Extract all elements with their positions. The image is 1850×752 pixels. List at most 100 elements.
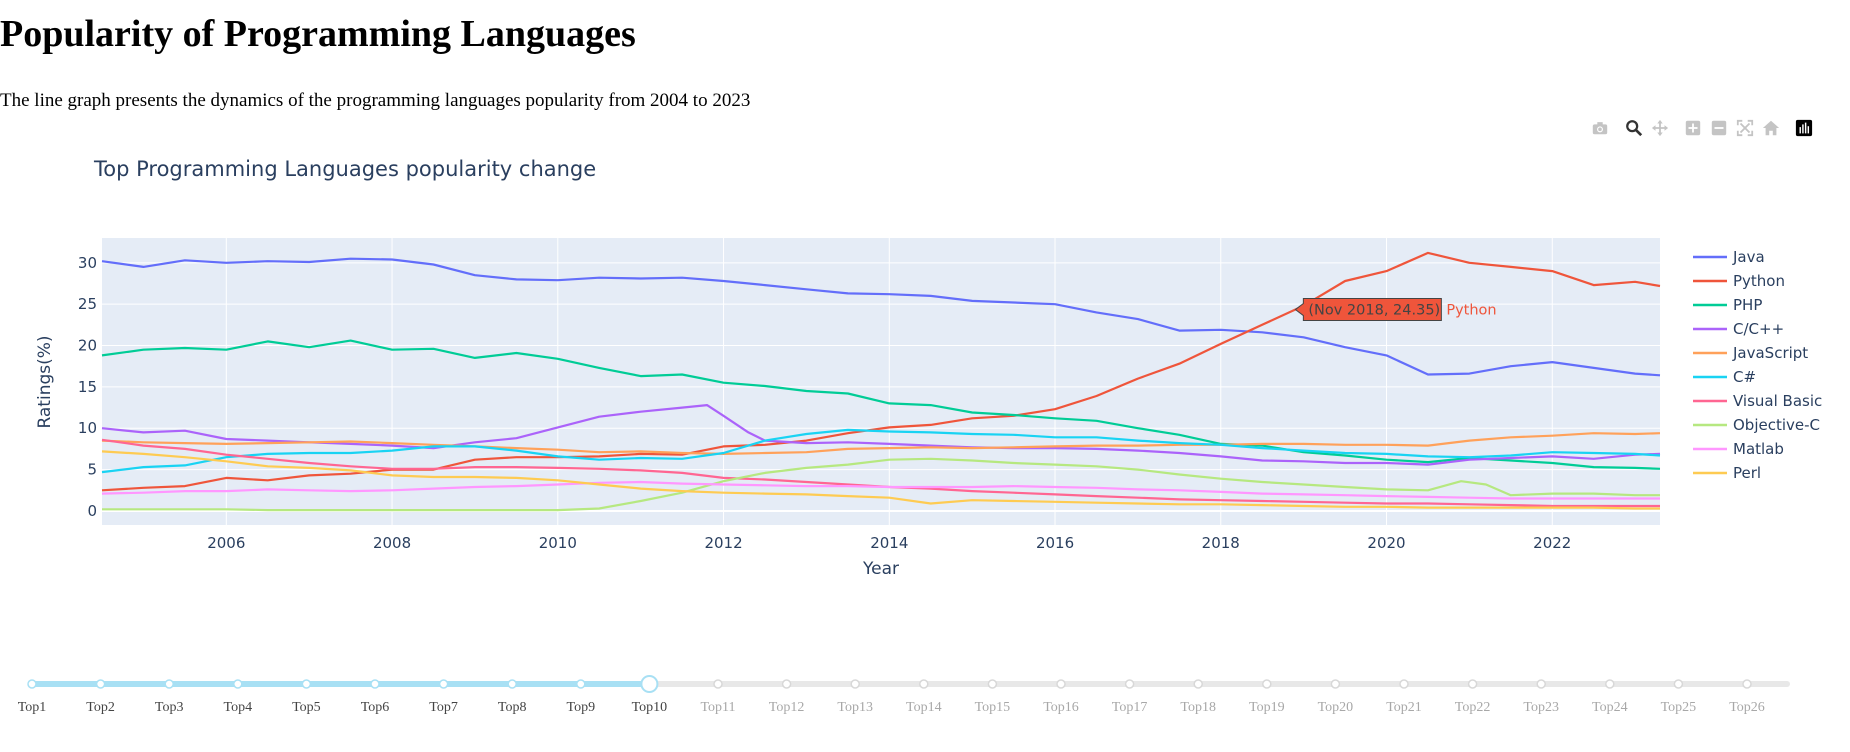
slider-step-label[interactable]: Top10 [632, 700, 668, 715]
slider-step-label[interactable]: Top15 [975, 700, 1011, 715]
slider-step-dot[interactable] [1399, 679, 1409, 689]
series-line-java[interactable] [101, 257, 1661, 377]
slider-step-label[interactable]: Top20 [1318, 700, 1354, 715]
legend-item[interactable]: Perl [1693, 464, 1761, 482]
legend-item[interactable]: Visual Basic [1693, 392, 1822, 410]
slider-step-dot[interactable] [438, 679, 449, 689]
slider-step-label[interactable]: Top13 [837, 700, 873, 715]
slider-step-dot[interactable] [27, 679, 37, 689]
slider-step-label[interactable]: Top4 [224, 700, 253, 715]
slider-step-label[interactable]: Top16 [1043, 700, 1079, 715]
legend-item[interactable]: C# [1693, 368, 1756, 386]
legend-label: Perl [1733, 464, 1761, 482]
pan-icon[interactable] [1648, 116, 1672, 140]
slider-step-label[interactable]: Top6 [361, 700, 390, 715]
x-tick-label: 2014 [870, 534, 908, 552]
legend-item[interactable]: JavaScript [1693, 344, 1808, 362]
series-line-perl[interactable] [101, 450, 1660, 510]
slider-step-label[interactable]: Top1 [18, 700, 47, 715]
slider-step-label[interactable]: Top26 [1729, 700, 1765, 715]
slider-step-label[interactable]: Top2 [86, 700, 115, 715]
x-tick-label: 2020 [1367, 534, 1405, 552]
series-line-javascript[interactable] [101, 432, 1661, 455]
slider-step-dot[interactable] [1330, 679, 1341, 689]
slider-step-label[interactable]: Top14 [906, 700, 942, 715]
hover-text: (Nov 2018, 24.35) [1308, 303, 1440, 319]
x-tick-label: 2016 [1036, 534, 1074, 552]
slider-step-dot[interactable] [850, 679, 860, 689]
legend: Java Python PHP C/C++ JavaScript C# Visual Bas… [1693, 248, 1822, 482]
plotly-logo-icon[interactable] [1792, 116, 1816, 140]
slider-step-dot[interactable] [576, 679, 586, 689]
slider-step-dot[interactable] [1536, 679, 1546, 689]
slider-step-label[interactable]: Top3 [155, 700, 184, 715]
slider-step-dot[interactable] [507, 679, 517, 689]
slider-step-label[interactable]: Top18 [1180, 700, 1216, 715]
slider-steps: Top1 Top2 Top3 Top4 Top5 Top6 Top7 Top8 Top9 Top1… [18, 675, 1765, 715]
slider-step-dot[interactable] [233, 679, 243, 689]
slider-step-dot[interactable] [1056, 679, 1066, 689]
slider-step-label[interactable]: Top24 [1592, 700, 1628, 715]
slider-step-label[interactable]: Top5 [292, 700, 321, 715]
slider-step-label[interactable]: Top9 [567, 700, 596, 715]
legend-item[interactable]: Matlab [1693, 440, 1784, 458]
page-description: The line graph presents the dynamics of … [0, 90, 751, 111]
slider-step-label[interactable]: Top21 [1386, 700, 1422, 715]
series-line-matlab[interactable] [101, 480, 1660, 500]
slider-step-label[interactable]: Top22 [1455, 700, 1491, 715]
slider-step-label[interactable]: Top19 [1249, 700, 1285, 715]
slider-step-dot[interactable] [987, 679, 998, 689]
slider-step-dot[interactable] [1124, 679, 1135, 689]
zoom-icon[interactable] [1622, 116, 1646, 140]
chart-title: Top Programming Languages popularity cha… [93, 157, 596, 181]
legend-label: C/C++ [1733, 320, 1784, 338]
legend-item[interactable]: Python [1693, 272, 1785, 290]
zoom-out-icon[interactable] [1707, 116, 1731, 140]
autoscale-icon[interactable] [1733, 116, 1757, 140]
slider-step-label[interactable]: Top17 [1112, 700, 1148, 715]
slider-step-dot[interactable] [1467, 679, 1478, 689]
slider-step-dot[interactable] [164, 679, 174, 689]
plot-area[interactable] [102, 238, 1660, 525]
slider-step-dot[interactable] [1605, 679, 1615, 689]
legend-item[interactable]: C/C++ [1693, 320, 1784, 338]
slider-step-dot[interactable] [1193, 679, 1203, 689]
slider-step-label[interactable]: Top23 [1523, 700, 1559, 715]
step-slider[interactable]: Top1 Top2 Top3 Top4 Top5 Top6 Top7 Top8 Top9 Top1… [0, 666, 1850, 752]
slider-step-dot[interactable] [919, 679, 929, 689]
series-line-c-c-[interactable] [101, 404, 1661, 466]
legend-label: PHP [1733, 296, 1762, 314]
hover-tooltip: (Nov 2018, 24.35) Python [1294, 298, 1497, 322]
legend-item[interactable]: Java [1693, 248, 1765, 266]
series-line-objective-c[interactable] [102, 457, 1660, 512]
series-lines [101, 251, 1661, 512]
legend-item[interactable]: PHP [1693, 296, 1762, 314]
slider-handle[interactable] [640, 675, 659, 693]
series-line-c-[interactable] [101, 428, 1661, 474]
slider-step-label[interactable]: Top8 [498, 700, 527, 715]
slider-step-label[interactable]: Top12 [769, 700, 805, 715]
slider-step-dot[interactable] [713, 679, 723, 689]
slider-step-dot[interactable] [370, 679, 380, 689]
slider-step-dot[interactable] [95, 679, 106, 689]
slider-step-label[interactable]: Top7 [429, 700, 458, 715]
legend-label: C# [1733, 368, 1756, 386]
slider-step-dot[interactable] [1742, 679, 1752, 689]
slider-step-dot[interactable] [1673, 679, 1684, 689]
slider-step-label[interactable]: Top25 [1661, 700, 1697, 715]
y-tick-label: 15 [78, 378, 97, 396]
slider-step-dot[interactable] [1262, 679, 1272, 689]
legend-item[interactable]: Objective-C [1693, 416, 1820, 434]
x-tick-label: 2018 [1202, 534, 1240, 552]
series-line-php[interactable] [101, 339, 1661, 470]
y-tick-label: 5 [87, 461, 97, 479]
slider-step-dot[interactable] [781, 679, 792, 689]
x-tick-label: 2008 [373, 534, 411, 552]
reset-axes-icon[interactable] [1759, 116, 1783, 140]
camera-icon[interactable] [1588, 116, 1612, 140]
slider-step-label[interactable]: Top11 [700, 700, 735, 715]
zoom-in-icon[interactable] [1681, 116, 1705, 140]
y-tick-label: 10 [78, 419, 97, 437]
x-tick-label: 2012 [704, 534, 742, 552]
slider-step-dot[interactable] [301, 679, 312, 689]
